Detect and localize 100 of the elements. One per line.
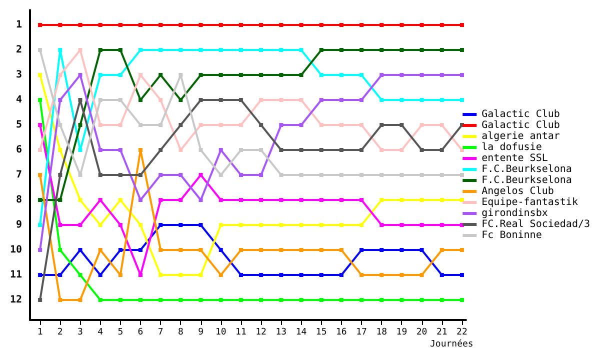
legend-label: entente SSL bbox=[482, 153, 548, 164]
point bbox=[440, 123, 444, 127]
point bbox=[178, 48, 183, 52]
point bbox=[460, 23, 464, 27]
y-tick-label: 4 bbox=[16, 94, 22, 106]
point bbox=[420, 298, 424, 302]
point bbox=[218, 98, 223, 102]
point bbox=[78, 223, 82, 227]
point bbox=[319, 198, 324, 202]
point bbox=[259, 123, 264, 127]
point bbox=[178, 173, 183, 177]
line-series bbox=[38, 98, 464, 302]
x-tick-label: 1 bbox=[37, 328, 43, 338]
point bbox=[360, 148, 364, 152]
point bbox=[78, 198, 82, 202]
point bbox=[178, 123, 183, 127]
point bbox=[299, 273, 304, 277]
point bbox=[118, 98, 122, 102]
point bbox=[178, 73, 183, 77]
point bbox=[118, 123, 122, 127]
point bbox=[400, 123, 404, 127]
point bbox=[339, 23, 344, 27]
point bbox=[58, 173, 62, 177]
point bbox=[400, 173, 404, 177]
x-tick-label: 20 bbox=[416, 328, 428, 338]
point bbox=[238, 173, 243, 177]
point bbox=[38, 248, 42, 252]
point bbox=[98, 248, 102, 252]
point bbox=[299, 148, 304, 152]
point bbox=[218, 23, 223, 27]
point bbox=[339, 223, 344, 227]
point bbox=[380, 248, 384, 252]
point bbox=[380, 223, 384, 227]
point bbox=[400, 48, 404, 52]
point bbox=[339, 198, 344, 202]
point bbox=[118, 223, 122, 227]
point bbox=[380, 48, 384, 52]
point bbox=[78, 298, 82, 302]
point bbox=[178, 98, 183, 102]
x-tick-label: 4 bbox=[98, 328, 104, 338]
point bbox=[299, 198, 304, 202]
point bbox=[118, 23, 122, 27]
point bbox=[319, 48, 324, 52]
y-tick-label: 10 bbox=[10, 244, 22, 256]
point bbox=[279, 173, 284, 177]
point bbox=[440, 173, 444, 177]
point bbox=[118, 248, 122, 252]
point bbox=[460, 98, 464, 102]
point bbox=[279, 248, 284, 252]
point bbox=[319, 123, 324, 127]
point bbox=[58, 48, 62, 52]
point bbox=[440, 148, 444, 152]
point bbox=[420, 273, 424, 277]
point bbox=[138, 273, 143, 277]
point bbox=[98, 98, 102, 102]
point bbox=[360, 223, 364, 227]
point bbox=[420, 48, 424, 52]
point bbox=[299, 48, 304, 52]
point bbox=[440, 48, 444, 52]
point bbox=[138, 98, 143, 102]
point bbox=[380, 173, 384, 177]
point bbox=[279, 273, 284, 277]
point bbox=[58, 273, 62, 277]
point bbox=[58, 98, 62, 102]
point bbox=[38, 98, 42, 102]
point bbox=[238, 223, 243, 227]
point bbox=[218, 173, 223, 177]
point bbox=[178, 148, 183, 152]
point bbox=[38, 148, 42, 152]
point bbox=[420, 123, 424, 127]
point bbox=[380, 123, 384, 127]
point bbox=[400, 248, 404, 252]
point bbox=[380, 273, 384, 277]
point bbox=[460, 198, 464, 202]
point bbox=[158, 223, 163, 227]
x-tick-label: 21 bbox=[436, 328, 448, 338]
point bbox=[198, 298, 203, 302]
legend-label: F.C.Beurkselona bbox=[482, 175, 572, 186]
point bbox=[78, 273, 82, 277]
point bbox=[440, 73, 444, 77]
legend-label: algerie antar bbox=[482, 131, 560, 142]
point bbox=[420, 23, 424, 27]
point bbox=[58, 148, 62, 152]
point bbox=[198, 223, 203, 227]
point bbox=[259, 248, 264, 252]
point bbox=[38, 173, 42, 177]
point bbox=[238, 298, 243, 302]
y-tick-label: 11 bbox=[10, 270, 22, 280]
point bbox=[118, 298, 122, 302]
point bbox=[420, 148, 424, 152]
point bbox=[299, 298, 304, 302]
point bbox=[259, 73, 264, 77]
y-tick-label: 5 bbox=[16, 120, 22, 130]
point bbox=[259, 198, 264, 202]
point bbox=[78, 123, 82, 127]
point bbox=[178, 223, 183, 227]
y-tick-label: 2 bbox=[16, 44, 22, 56]
point bbox=[158, 248, 163, 252]
x-tick-label: 17 bbox=[356, 328, 367, 338]
point bbox=[238, 73, 243, 77]
